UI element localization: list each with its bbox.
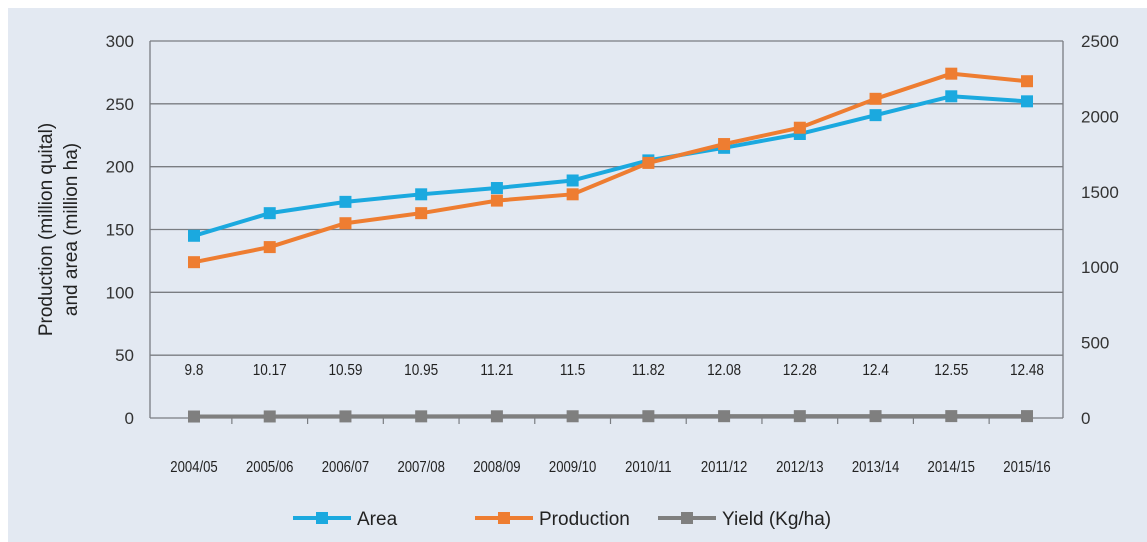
chart-panel: 0 50 100 150 200 250 300 0 500 1000 1500 2000 2500 … — [8, 8, 1147, 542]
data-point-marker — [718, 138, 731, 151]
data-point-marker — [793, 410, 806, 423]
series-production — [188, 67, 1033, 269]
yield-data-labels: 9.8 10.17 10.59 10.95 11.21 11.5 11.82 12.08 12.… — [185, 362, 1044, 379]
y-axis-title-line: Production (million quital) — [36, 123, 57, 336]
x-axis-ticks: 2004/05 2005/06 2006/07 2007/08 2008/09 2009/… — [170, 459, 1050, 476]
legend-label: Yield (Kg/ha) — [722, 509, 831, 530]
legend-item: Yield (Kg/ha) — [658, 509, 831, 530]
left-tick-label: 150 — [106, 221, 134, 240]
series-layer — [188, 67, 1033, 423]
x-tick-label: 2007/08 — [397, 459, 444, 476]
data-point-marker — [945, 90, 958, 103]
series-line — [193, 71, 1028, 265]
data-point-marker — [1021, 75, 1033, 88]
left-axis-ticks: 0 50 100 150 200 250 300 — [106, 32, 134, 428]
legend: Area Production Yield (Kg/ha) — [293, 509, 831, 530]
yield-data-label: 9.8 — [185, 362, 204, 379]
x-tick-label: 2006/07 — [322, 459, 369, 476]
legend-marker — [498, 512, 510, 524]
legend-item: Production — [475, 509, 630, 530]
data-point-marker — [642, 156, 655, 169]
data-point-marker — [1021, 410, 1033, 423]
x-tick-label: 2014/15 — [928, 459, 975, 476]
data-point-marker — [869, 109, 882, 122]
data-point-marker — [263, 241, 276, 254]
right-tick-label: 1500 — [1081, 183, 1119, 202]
legend-label: Production — [539, 509, 630, 530]
data-point-marker — [566, 174, 579, 187]
yield-data-label: 10.95 — [404, 362, 438, 379]
data-point-marker — [566, 188, 579, 201]
x-tick-label: 2009/10 — [549, 459, 596, 476]
y-axis-title: Production (million quital) and area (mil… — [36, 123, 82, 336]
series-area — [188, 90, 1033, 242]
legend-marker — [316, 512, 328, 524]
data-point-marker — [490, 194, 503, 207]
data-point-marker — [263, 207, 276, 220]
data-point-marker — [415, 410, 428, 423]
x-tick-label: 2005/06 — [246, 459, 293, 476]
data-point-marker — [490, 410, 503, 423]
data-point-marker — [869, 410, 882, 423]
y-axis-title-group: Production (million quital) and area (mil… — [36, 123, 82, 336]
right-axis-ticks: 0 500 1000 1500 2000 2500 — [1081, 32, 1119, 428]
yield-data-label: 12.55 — [934, 362, 968, 379]
yield-data-label: 12.08 — [707, 362, 741, 379]
data-point-marker — [566, 410, 579, 423]
data-point-marker — [642, 410, 655, 423]
data-point-marker — [339, 195, 352, 208]
left-tick-label: 250 — [106, 95, 134, 114]
right-tick-label: 2500 — [1081, 32, 1119, 51]
data-point-marker — [263, 410, 276, 423]
legend-marker — [681, 512, 693, 524]
left-tick-label: 300 — [106, 32, 134, 51]
data-point-marker — [793, 121, 806, 134]
yield-data-label: 11.82 — [632, 362, 665, 379]
data-point-marker — [188, 229, 200, 242]
y-axis-title-line: and area (million ha) — [61, 143, 82, 316]
series-line — [193, 94, 1028, 238]
data-point-marker — [718, 410, 731, 423]
right-tick-label: 500 — [1081, 334, 1109, 353]
data-point-marker — [869, 92, 882, 105]
legend-item: Area — [293, 509, 398, 530]
series-yield — [188, 410, 1033, 423]
data-point-marker — [339, 410, 352, 423]
data-point-marker — [945, 410, 958, 423]
yield-data-label: 10.17 — [253, 362, 287, 379]
right-tick-label: 1000 — [1081, 258, 1119, 277]
data-point-marker — [188, 256, 200, 269]
data-point-marker — [339, 217, 352, 230]
data-point-marker — [1021, 95, 1033, 108]
right-tick-label: 0 — [1081, 409, 1090, 428]
left-tick-label: 50 — [115, 346, 134, 365]
legend-label: Area — [357, 509, 398, 530]
data-point-marker — [945, 67, 958, 80]
yield-data-label: 12.48 — [1010, 362, 1044, 379]
left-tick-label: 200 — [106, 158, 134, 177]
x-tick-label: 2015/16 — [1003, 459, 1050, 476]
yield-data-label: 11.21 — [480, 362, 513, 379]
gridlines — [149, 40, 1064, 424]
data-point-marker — [415, 207, 428, 220]
right-tick-label: 2000 — [1081, 107, 1119, 126]
yield-data-label: 10.59 — [328, 362, 362, 379]
data-point-marker — [490, 182, 503, 195]
data-point-marker — [188, 410, 200, 423]
data-point-marker — [415, 188, 428, 201]
left-tick-label: 0 — [125, 409, 134, 428]
x-tick-label: 2013/14 — [852, 459, 899, 476]
x-tick-label: 2008/09 — [473, 459, 520, 476]
left-tick-label: 100 — [106, 283, 134, 302]
x-tick-label: 2012/13 — [776, 459, 823, 476]
x-tick-label: 2011/12 — [701, 459, 747, 476]
x-tick-label: 2010/11 — [625, 459, 671, 476]
yield-data-label: 12.4 — [862, 362, 888, 379]
x-tick-label: 2004/05 — [170, 459, 217, 476]
yield-data-label: 12.28 — [783, 362, 817, 379]
yield-data-label: 11.5 — [560, 362, 585, 379]
